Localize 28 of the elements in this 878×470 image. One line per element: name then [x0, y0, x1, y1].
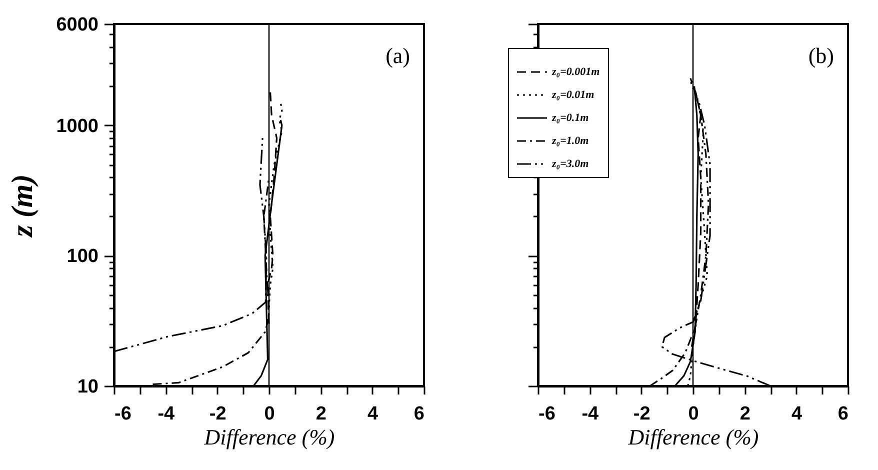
x-tick-label: -6 [538, 404, 556, 424]
y-tick-label: 100 [66, 246, 98, 268]
x-tick-label: 6 [414, 404, 424, 424]
y-tick-label: 6000 [56, 14, 98, 36]
legend-label: z₀=0.01m [551, 89, 595, 101]
annotation: (a) [386, 43, 410, 68]
legend-label: z₀=3.0m [551, 158, 590, 170]
x-axis-title: Difference (%) [203, 424, 335, 450]
x-tick-label: -2 [633, 404, 650, 424]
legend-label: z₀=0.1m [551, 112, 590, 124]
x-tick-label: 2 [316, 404, 326, 424]
x-tick-label: 0 [688, 404, 699, 424]
y-tick-label: 10 [77, 376, 98, 398]
x-tick-label: 4 [792, 404, 803, 424]
legend-label: z₀=0.001m [551, 66, 600, 78]
annotation: (b) [808, 43, 834, 68]
x-axis-title: Difference (%) [627, 424, 759, 450]
x-tick-label: 4 [368, 404, 379, 424]
x-tick-label: -6 [114, 404, 132, 424]
legend-label: z₀=1.0m [551, 135, 590, 147]
x-tick-label: -4 [158, 404, 176, 424]
x-tick-label: 6 [838, 404, 848, 424]
y-axis-title: z (m) [6, 174, 40, 238]
x-tick-label: -2 [209, 404, 226, 424]
x-tick-label: 2 [740, 404, 750, 424]
x-tick-label: -4 [582, 404, 600, 424]
y-tick-label: 1000 [56, 116, 98, 137]
x-tick-label: 0 [264, 404, 275, 424]
